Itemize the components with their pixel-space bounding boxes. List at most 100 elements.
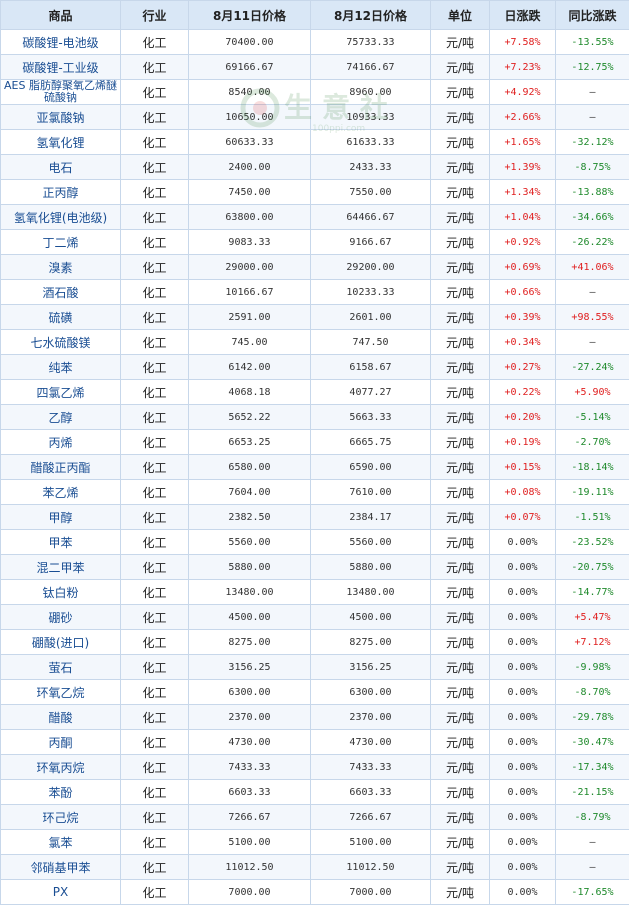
table-row[interactable]: 丁二烯 化工 9083.33 9166.67 元/吨 +0.92% -26.22% bbox=[0, 229, 629, 255]
table-row[interactable]: 甲苯 化工 5560.00 5560.00 元/吨 0.00% -23.52% bbox=[0, 529, 629, 555]
price-day1-cell: 7000.00 bbox=[188, 879, 311, 905]
table-row[interactable]: 萤石 化工 3156.25 3156.25 元/吨 0.00% -9.98% bbox=[0, 654, 629, 680]
table-row[interactable]: 碳酸锂-工业级 化工 69166.67 74166.67 元/吨 +7.23% -12.75… bbox=[0, 54, 629, 80]
commodity-name[interactable]: 氢氧化锂(电池级) bbox=[0, 204, 121, 230]
table-row[interactable]: 钛白粉 化工 13480.00 13480.00 元/吨 0.00% -14.77% bbox=[0, 579, 629, 605]
commodity-name[interactable]: 硼酸(进口) bbox=[0, 629, 121, 655]
table-row[interactable]: 丙酮 化工 4730.00 4730.00 元/吨 0.00% -30.47% bbox=[0, 729, 629, 755]
daily-change-cell: +0.07% bbox=[489, 504, 556, 530]
table-row[interactable]: 硼酸(进口) 化工 8275.00 8275.00 元/吨 0.00% +7.12% bbox=[0, 629, 629, 655]
price-day1-cell: 5652.22 bbox=[188, 404, 311, 430]
unit-cell: 元/吨 bbox=[430, 504, 490, 530]
price-day2-cell: 2384.17 bbox=[310, 504, 431, 530]
unit-cell: 元/吨 bbox=[430, 329, 490, 355]
header-price-day1[interactable]: 8月11日价格 bbox=[188, 0, 311, 30]
commodity-name[interactable]: 电石 bbox=[0, 154, 121, 180]
daily-change-cell: 0.00% bbox=[489, 629, 556, 655]
commodity-name[interactable]: 邻硝基甲苯 bbox=[0, 854, 121, 880]
table-row[interactable]: 醋酸正丙酯 化工 6580.00 6590.00 元/吨 +0.15% -18.14% bbox=[0, 454, 629, 480]
commodity-name[interactable]: 乙醇 bbox=[0, 404, 121, 430]
table-row[interactable]: 正丙醇 化工 7450.00 7550.00 元/吨 +1.34% -13.88% bbox=[0, 179, 629, 205]
commodity-name[interactable]: 氯苯 bbox=[0, 829, 121, 855]
industry-cell: 化工 bbox=[120, 29, 189, 55]
daily-change-cell: +1.65% bbox=[489, 129, 556, 155]
industry-cell: 化工 bbox=[120, 79, 189, 105]
commodity-name[interactable]: 酒石酸 bbox=[0, 279, 121, 305]
commodity-name[interactable]: 甲苯 bbox=[0, 529, 121, 555]
header-daily-change[interactable]: 日涨跌 bbox=[489, 0, 556, 30]
table-row[interactable]: 混二甲苯 化工 5880.00 5880.00 元/吨 0.00% -20.75% bbox=[0, 554, 629, 580]
unit-cell: 元/吨 bbox=[430, 279, 490, 305]
table-row[interactable]: 纯苯 化工 6142.00 6158.67 元/吨 +0.27% -27.24% bbox=[0, 354, 629, 380]
table-row[interactable]: 硼砂 化工 4500.00 4500.00 元/吨 0.00% +5.47% bbox=[0, 604, 629, 630]
header-price-day2[interactable]: 8月12日价格 bbox=[310, 0, 431, 30]
commodity-name[interactable]: 硫磺 bbox=[0, 304, 121, 330]
yoy-change-cell: — bbox=[555, 279, 629, 305]
table-row[interactable]: 乙醇 化工 5652.22 5663.33 元/吨 +0.20% -5.14% bbox=[0, 404, 629, 430]
industry-cell: 化工 bbox=[120, 804, 189, 830]
table-row[interactable]: PX 化工 7000.00 7000.00 元/吨 0.00% -17.65% bbox=[0, 879, 629, 905]
yoy-change-cell: -2.70% bbox=[555, 429, 629, 455]
daily-change-cell: +0.34% bbox=[489, 329, 556, 355]
commodity-name[interactable]: 苯乙烯 bbox=[0, 479, 121, 505]
header-unit[interactable]: 单位 bbox=[430, 0, 490, 30]
commodity-name[interactable]: PX bbox=[0, 879, 121, 905]
unit-cell: 元/吨 bbox=[430, 479, 490, 505]
table-row[interactable]: 氢氧化锂 化工 60633.33 61633.33 元/吨 +1.65% -32.12% bbox=[0, 129, 629, 155]
commodity-name[interactable]: 正丙醇 bbox=[0, 179, 121, 205]
table-row[interactable]: 亚氯酸钠 化工 10650.00 10933.33 元/吨 +2.66% — bbox=[0, 104, 629, 130]
table-row[interactable]: 碳酸锂-电池级 化工 70400.00 75733.33 元/吨 +7.58% -13.55… bbox=[0, 29, 629, 55]
commodity-name[interactable]: 甲醇 bbox=[0, 504, 121, 530]
commodity-name[interactable]: 七水硫酸镁 bbox=[0, 329, 121, 355]
table-row[interactable]: 醋酸 化工 2370.00 2370.00 元/吨 0.00% -29.78% bbox=[0, 704, 629, 730]
commodity-name[interactable]: 丙烯 bbox=[0, 429, 121, 455]
commodity-name[interactable]: 纯苯 bbox=[0, 354, 121, 380]
price-day2-cell: 4500.00 bbox=[310, 604, 431, 630]
daily-change-cell: 0.00% bbox=[489, 679, 556, 705]
commodity-name[interactable]: AES 脂肪醇聚氧乙烯醚硫酸钠 bbox=[0, 79, 121, 105]
commodity-name[interactable]: 苯酚 bbox=[0, 779, 121, 805]
table-row[interactable]: 电石 化工 2400.00 2433.33 元/吨 +1.39% -8.75% bbox=[0, 154, 629, 180]
table-row[interactable]: 溴素 化工 29000.00 29200.00 元/吨 +0.69% +41.06% bbox=[0, 254, 629, 280]
header-industry[interactable]: 行业 bbox=[120, 0, 189, 30]
unit-cell: 元/吨 bbox=[430, 654, 490, 680]
table-row[interactable]: 氢氧化锂(电池级) 化工 63800.00 64466.67 元/吨 +1.04% -34.… bbox=[0, 204, 629, 230]
commodity-name[interactable]: 丁二烯 bbox=[0, 229, 121, 255]
table-row[interactable]: 环氧丙烷 化工 7433.33 7433.33 元/吨 0.00% -17.34% bbox=[0, 754, 629, 780]
header-name[interactable]: 商品 bbox=[0, 0, 121, 30]
industry-cell: 化工 bbox=[120, 729, 189, 755]
commodity-name[interactable]: 环氧丙烷 bbox=[0, 754, 121, 780]
table-row[interactable]: 环己烷 化工 7266.67 7266.67 元/吨 0.00% -8.79% bbox=[0, 804, 629, 830]
commodity-name[interactable]: 醋酸正丙酯 bbox=[0, 454, 121, 480]
commodity-name[interactable]: 环氧乙烷 bbox=[0, 679, 121, 705]
table-row[interactable]: 丙烯 化工 6653.25 6665.75 元/吨 +0.19% -2.70% bbox=[0, 429, 629, 455]
commodity-name[interactable]: 硼砂 bbox=[0, 604, 121, 630]
table-row[interactable]: 七水硫酸镁 化工 745.00 747.50 元/吨 +0.34% — bbox=[0, 329, 629, 355]
commodity-name[interactable]: 氢氧化锂 bbox=[0, 129, 121, 155]
table-row[interactable]: AES 脂肪醇聚氧乙烯醚硫酸钠 化工 8540.00 8960.00 元/吨 +4.92%… bbox=[0, 79, 629, 105]
commodity-name[interactable]: 四氯乙烯 bbox=[0, 379, 121, 405]
unit-cell: 元/吨 bbox=[430, 79, 490, 105]
commodity-name[interactable]: 萤石 bbox=[0, 654, 121, 680]
table-row[interactable]: 酒石酸 化工 10166.67 10233.33 元/吨 +0.66% — bbox=[0, 279, 629, 305]
table-row[interactable]: 苯乙烯 化工 7604.00 7610.00 元/吨 +0.08% -19.11% bbox=[0, 479, 629, 505]
header-yoy-change[interactable]: 同比涨跌 bbox=[555, 0, 629, 30]
table-row[interactable]: 四氯乙烯 化工 4068.18 4077.27 元/吨 +0.22% +5.90% bbox=[0, 379, 629, 405]
table-row[interactable]: 硫磺 化工 2591.00 2601.00 元/吨 +0.39% +98.55% bbox=[0, 304, 629, 330]
commodity-name[interactable]: 亚氯酸钠 bbox=[0, 104, 121, 130]
commodity-name[interactable]: 混二甲苯 bbox=[0, 554, 121, 580]
commodity-name[interactable]: 环己烷 bbox=[0, 804, 121, 830]
commodity-name[interactable]: 碳酸锂-电池级 bbox=[0, 29, 121, 55]
table-row[interactable]: 苯酚 化工 6603.33 6603.33 元/吨 0.00% -21.15% bbox=[0, 779, 629, 805]
commodity-name[interactable]: 钛白粉 bbox=[0, 579, 121, 605]
commodity-name[interactable]: 溴素 bbox=[0, 254, 121, 280]
price-day2-cell: 5100.00 bbox=[310, 829, 431, 855]
commodity-name[interactable]: 丙酮 bbox=[0, 729, 121, 755]
table-row[interactable]: 邻硝基甲苯 化工 11012.50 11012.50 元/吨 0.00% — bbox=[0, 854, 629, 880]
table-row[interactable]: 甲醇 化工 2382.50 2384.17 元/吨 +0.07% -1.51% bbox=[0, 504, 629, 530]
price-day2-cell: 10933.33 bbox=[310, 104, 431, 130]
table-row[interactable]: 氯苯 化工 5100.00 5100.00 元/吨 0.00% — bbox=[0, 829, 629, 855]
commodity-name[interactable]: 醋酸 bbox=[0, 704, 121, 730]
commodity-name[interactable]: 碳酸锂-工业级 bbox=[0, 54, 121, 80]
table-row[interactable]: 环氧乙烷 化工 6300.00 6300.00 元/吨 0.00% -8.70% bbox=[0, 679, 629, 705]
